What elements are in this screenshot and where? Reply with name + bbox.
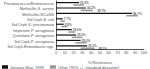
svg-text:January-May, 1999: January-May, 1999: [10, 65, 45, 69]
svg-text:Imipenem-P. aeruginosa: Imipenem-P. aeruginosa: [13, 29, 55, 33]
svg-text:Pneumococcus/Enterococcus: Pneumococcus/Enterococcus: [4, 2, 54, 6]
svg-text:0: 0: [55, 51, 57, 55]
svg-text:18.0%: 18.0%: [73, 28, 82, 32]
svg-text:86.7%: 86.7%: [133, 11, 142, 15]
svg-text:Methicillin-S. aureus: Methicillin-S. aureus: [20, 7, 54, 11]
svg-text:Quinolone-P. aeruginosa: Quinolone-P. aeruginosa: [12, 34, 54, 38]
svg-text:38.5%: 38.5%: [98, 46, 107, 50]
svg-text:28.0%: 28.0%: [82, 38, 91, 42]
svg-text:50: 50: [98, 51, 102, 55]
svg-text:23.0%: 23.0%: [77, 33, 86, 37]
svg-text:3rd Ceph-Enterobacter spp.: 3rd Ceph-Enterobacter spp.: [7, 45, 54, 49]
svg-text:80: 80: [124, 51, 128, 55]
svg-text:3rd Ceph-P. aeruginosa: 3rd Ceph-P. aeruginosa: [14, 40, 55, 44]
svg-text:10: 10: [63, 51, 67, 55]
svg-text:70: 70: [115, 51, 119, 55]
svg-text:40: 40: [89, 51, 93, 55]
svg-text:30: 30: [80, 51, 84, 55]
svg-text:20: 20: [71, 51, 75, 55]
svg-text:90: 90: [133, 51, 137, 55]
svg-text:7.7%: 7.7%: [64, 17, 71, 21]
svg-text:60: 60: [107, 51, 111, 55]
svg-text:35.5%: 35.5%: [88, 44, 97, 48]
svg-text:3rd Ceph-K. pneumoniae: 3rd Ceph-K. pneumoniae: [12, 23, 54, 27]
svg-text:Methicillin-S/CoNS: Methicillin-S/CoNS: [22, 13, 54, 17]
svg-text:% Resistance: % Resistance: [87, 59, 113, 65]
svg-text:Other (95% +/- standard deviat: Other (95% +/- standard deviation): [58, 65, 120, 69]
svg-text:26.3%: 26.3%: [80, 1, 89, 5]
svg-text:38.7%: 38.7%: [97, 8, 106, 12]
svg-text:34.2%: 34.2%: [87, 6, 96, 10]
svg-text:3rd Ceph-E. coli: 3rd Ceph-E. coli: [27, 18, 54, 22]
svg-text:100: 100: [141, 51, 147, 55]
svg-text:8.8%: 8.8%: [65, 22, 72, 26]
